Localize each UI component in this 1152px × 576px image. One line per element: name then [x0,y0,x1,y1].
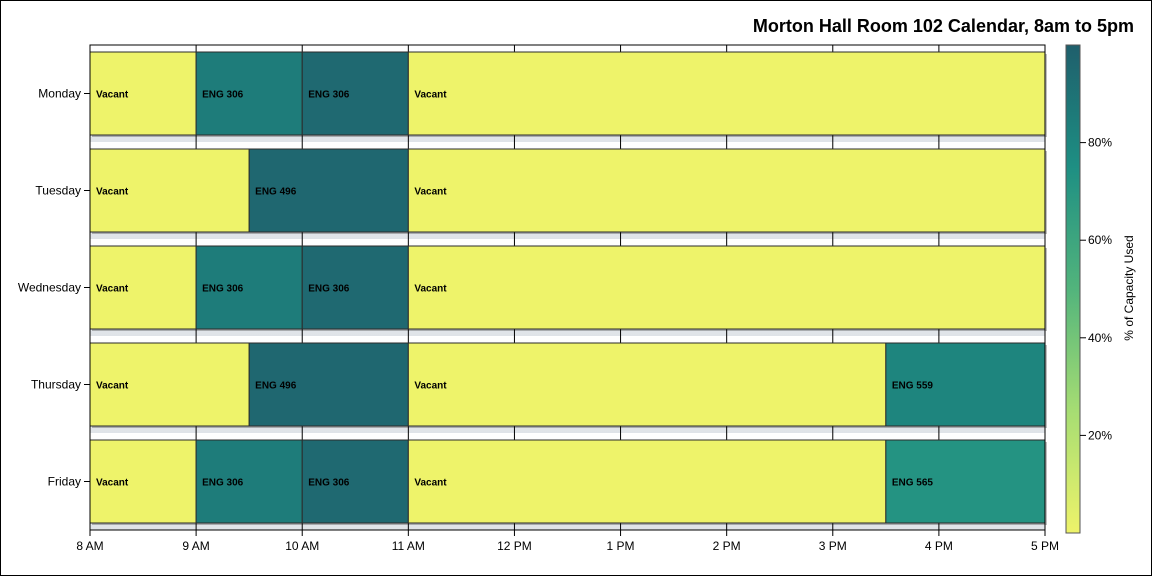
bar [301,245,409,330]
bar-label: ENG 496 [255,381,297,392]
y-tick-label: Wednesday [18,281,81,295]
bar-label: Vacant [414,90,447,101]
bar-segment: ENG 565 [885,439,1047,525]
bar [195,51,303,136]
bar [248,342,409,427]
legend-colorbar [1065,44,1081,534]
bar [195,439,303,524]
legend-tick-label: 60% [1088,233,1112,247]
bar [407,51,1046,136]
bar-label: Vacant [96,478,129,489]
legend-tick-label: 20% [1088,428,1112,442]
bar-segment: Vacant [89,148,252,234]
bar-label: ENG 306 [202,478,244,489]
bar-segment: ENG 306 [195,439,305,525]
bar-label: ENG 306 [308,478,350,489]
bar-segment: ENG 496 [248,148,411,234]
bar [301,51,409,136]
x-tick-label: 2 PM [713,539,741,553]
bar-segment: Vacant [89,342,252,428]
x-tick-label: 11 AM [392,539,425,553]
bar-segment: Vacant [407,439,888,525]
bar-segment: Vacant [89,439,199,525]
bar-segment: ENG 306 [195,51,305,137]
legend-title: % of Capacity Used [1122,235,1136,340]
x-tick-label: 8 AM [76,539,103,553]
bar-label: ENG 306 [202,90,244,101]
bar-segment: ENG 306 [301,439,411,525]
bar-label: Vacant [414,478,447,489]
bar-label: Vacant [96,187,129,198]
bar-segment: Vacant [89,245,199,331]
bar-segment: ENG 559 [885,342,1047,428]
bar [407,439,887,524]
bar [407,245,1046,330]
x-tick-label: 1 PM [607,539,635,553]
bar [885,439,1046,524]
bar-label: Vacant [414,284,447,295]
bar-label: ENG 565 [892,478,934,489]
bar [89,245,197,330]
bar-label: Vacant [96,381,129,392]
bar-label: ENG 306 [308,284,350,295]
bar-segment: ENG 306 [301,245,411,331]
legend-tick-label: 80% [1088,136,1112,150]
bar-label: ENG 306 [308,90,350,101]
x-tick-label: 4 PM [925,539,953,553]
y-tick-label: Friday [48,475,81,489]
x-tick-label: 3 PM [819,539,847,553]
chart-title: Morton Hall Room 102 Calendar, 8am to 5p… [753,16,1134,36]
y-tick-label: Thursday [31,378,81,392]
bar [89,342,250,427]
bar [248,148,409,233]
bar-label: Vacant [96,284,129,295]
bar-label: Vacant [414,187,447,198]
bar-segment: Vacant [89,51,199,137]
y-tick-label: Tuesday [35,184,81,198]
x-tick-label: 10 AM [285,539,319,553]
x-tick-label: 5 PM [1031,539,1059,553]
x-tick-label: 9 AM [182,539,209,553]
bar-segment: ENG 306 [195,245,305,331]
bar-segment: Vacant [407,245,1047,331]
bar-segment: Vacant [407,51,1047,137]
bar-label: ENG 306 [202,284,244,295]
bar-label: Vacant [96,90,129,101]
bar-segment: ENG 496 [248,342,411,428]
bar-segment: Vacant [407,148,1047,234]
legend-tick-label: 40% [1088,331,1112,345]
color-legend: % of Capacity Used 20% 40% 60% 80% [1065,44,1136,534]
bar-label: Vacant [414,381,447,392]
y-tick-label: Monday [38,87,81,101]
bar [407,148,1046,233]
bar [89,148,250,233]
bar [407,342,887,427]
bar [885,342,1046,427]
bar-segment: Vacant [407,342,888,428]
bar-label: ENG 496 [255,187,297,198]
bar [195,245,303,330]
plot-area: Vacant ENG 306 ENG 306 Vacant Vacant ENG 496 V… [18,44,1059,553]
bar-label: ENG 559 [892,381,934,392]
x-tick-label: 12 PM [497,539,532,553]
bar-segment: ENG 306 [301,51,411,137]
